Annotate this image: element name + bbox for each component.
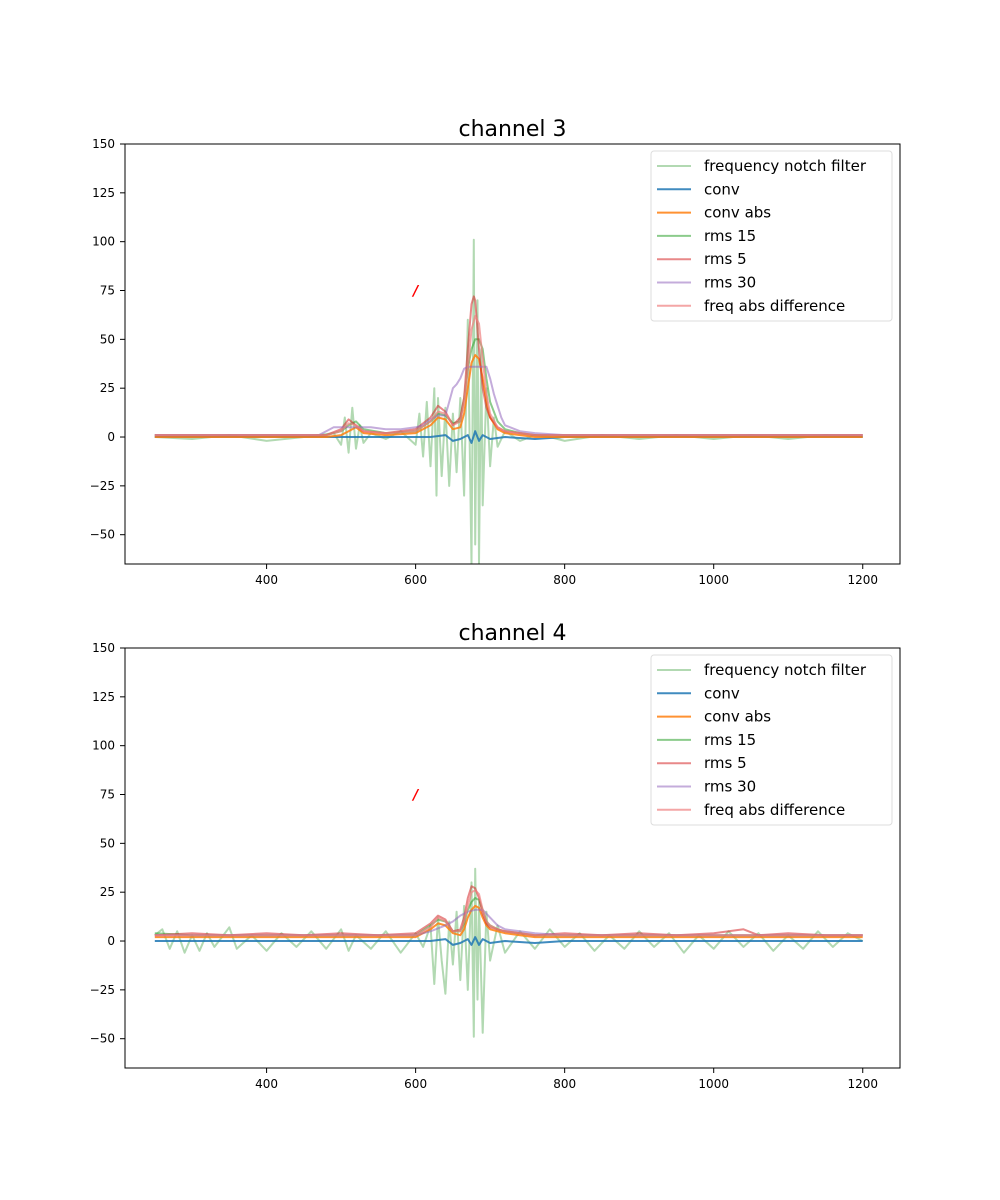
y-tick-label: 50	[100, 332, 115, 346]
legend: frequency notch filter conv conv abs rms 15…	[650, 150, 893, 322]
y-tick-label: 125	[92, 186, 115, 200]
red-marker: /	[411, 788, 420, 804]
legend-label: freq abs difference	[704, 297, 845, 315]
x-tick-label: 600	[404, 1077, 427, 1091]
series-line-frequency-notch-filter	[154, 867, 864, 1038]
channel-4-plot: channel 4 / 400 600 800 1000 1200 −50 −25 0 25 50 75…	[90, 621, 901, 1091]
chart-title: channel 4	[458, 621, 566, 646]
y-tick-label: 125	[92, 690, 115, 704]
y-tick-label: 50	[100, 836, 115, 850]
y-tick-label: −50	[90, 528, 115, 542]
y-tick-label: 75	[100, 284, 115, 298]
chart-title: channel 3	[458, 117, 566, 142]
y-tick-label: −25	[90, 479, 115, 493]
legend-label: rms 30	[704, 274, 756, 292]
legend-label: conv abs	[704, 708, 771, 726]
y-tick-label: 75	[100, 788, 115, 802]
legend-label: conv abs	[704, 204, 771, 222]
y-tick-label: 150	[92, 137, 115, 151]
x-tick-label: 1000	[698, 1077, 729, 1091]
series-line-rms-30	[154, 365, 863, 437]
y-tick-label: 100	[92, 235, 115, 249]
legend-label: freq abs difference	[704, 801, 845, 819]
legend-label: rms 15	[704, 227, 756, 245]
x-tick-label: 800	[553, 1077, 576, 1091]
y-tick-label: 25	[100, 381, 115, 395]
legend-label: frequency notch filter	[704, 157, 867, 175]
legend-label: rms 5	[704, 754, 747, 772]
legend-label: rms 5	[704, 250, 747, 268]
series-line-conv	[154, 936, 863, 946]
legend-box	[650, 654, 893, 826]
x-tick-label: 400	[255, 1077, 278, 1091]
legend-label: frequency notch filter	[704, 661, 867, 679]
x-tick-label: 600	[404, 573, 427, 587]
legend-label: rms 15	[704, 731, 756, 749]
y-tick-label: 25	[100, 885, 115, 899]
legend-box	[650, 150, 893, 322]
y-tick-label: 0	[107, 934, 115, 948]
series-line-freq-abs-difference	[154, 889, 863, 937]
plot-area	[154, 867, 864, 1038]
legend-label: conv	[704, 684, 740, 702]
y-tick-label: 100	[92, 739, 115, 753]
red-marker: /	[411, 284, 420, 300]
x-tick-label: 800	[553, 573, 576, 587]
x-tick-label: 1200	[847, 573, 878, 587]
channel-3-plot: channel 3 / 400 600 800 1000 1200 −50 −25 0 25 50 75…	[90, 117, 901, 587]
axes-frame	[124, 647, 901, 1069]
y-tick-label: −25	[90, 983, 115, 997]
series-line-freq-abs-difference	[154, 314, 863, 437]
plot-area	[154, 238, 863, 564]
y-tick-label: −50	[90, 1032, 115, 1046]
legend-label: rms 30	[704, 778, 756, 796]
x-tick-label: 1200	[847, 1077, 878, 1091]
legend-label: conv	[704, 180, 740, 198]
legend: frequency notch filter conv conv abs rms 15…	[650, 654, 893, 826]
y-tick-label: 0	[107, 430, 115, 444]
x-tick-label: 400	[255, 573, 278, 587]
y-tick-label: 150	[92, 641, 115, 655]
x-tick-label: 1000	[698, 573, 729, 587]
axes-frame	[124, 143, 901, 565]
